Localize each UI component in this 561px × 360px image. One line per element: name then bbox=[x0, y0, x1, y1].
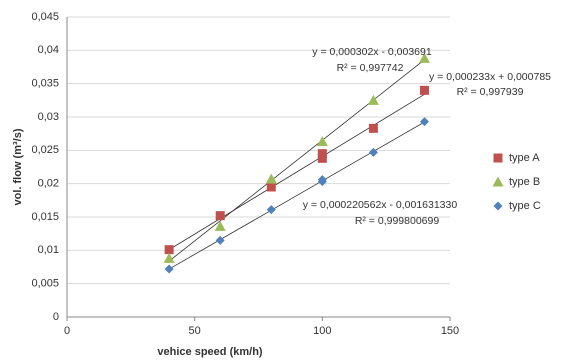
y-axis-title: vol. flow (m³/s) bbox=[12, 128, 24, 205]
trendline-r2: R² = 0,997742 bbox=[337, 62, 404, 74]
y-tick-label: 0,045 bbox=[31, 11, 59, 23]
y-tick-label: 0,015 bbox=[31, 211, 59, 223]
legend-marker bbox=[492, 176, 504, 187]
data-point bbox=[215, 235, 225, 245]
trendline-equation: y = 0,000302x - 0,003691 bbox=[312, 46, 432, 58]
data-point bbox=[368, 123, 378, 133]
trendline bbox=[168, 121, 425, 270]
x-tick-label: 150 bbox=[441, 325, 459, 337]
legend-label: type A bbox=[509, 152, 540, 164]
y-tick-label: 0,04 bbox=[38, 44, 59, 56]
data-point bbox=[215, 211, 225, 221]
data-point bbox=[418, 52, 430, 63]
trendline bbox=[168, 93, 425, 250]
data-point bbox=[368, 147, 378, 157]
y-tick-label: 0,02 bbox=[38, 178, 59, 190]
x-tick-label: 50 bbox=[189, 325, 201, 337]
data-point bbox=[266, 205, 276, 215]
legend-marker bbox=[493, 153, 503, 163]
legend-label: type C bbox=[509, 200, 541, 212]
y-tick-label: 0,005 bbox=[31, 278, 59, 290]
trendline-equation: y = 0,000233x + 0,000785 bbox=[429, 71, 551, 83]
y-tick-label: 0,03 bbox=[38, 111, 59, 123]
data-point bbox=[317, 149, 327, 159]
y-tick-label: 0,025 bbox=[31, 144, 59, 156]
data-point bbox=[163, 252, 175, 263]
data-point bbox=[265, 173, 277, 184]
y-tick-label: 0,035 bbox=[31, 78, 59, 90]
legend-label: type B bbox=[509, 176, 540, 188]
data-point bbox=[316, 136, 328, 147]
trendline-equation: y = 0,000220562x - 0,001631330 bbox=[303, 199, 458, 211]
data-point bbox=[214, 220, 226, 231]
legend-marker bbox=[493, 201, 503, 211]
trendline bbox=[168, 59, 425, 262]
x-tick-label: 100 bbox=[313, 325, 331, 337]
data-point bbox=[266, 182, 276, 192]
y-tick-label: 0 bbox=[53, 311, 59, 323]
data-point bbox=[317, 175, 327, 185]
y-tick-label: 0,01 bbox=[38, 244, 59, 256]
data-point bbox=[367, 94, 379, 105]
data-point bbox=[164, 264, 174, 274]
data-point bbox=[164, 245, 174, 255]
trendline-r2: R² = 0,999800699 bbox=[355, 215, 440, 227]
trendline-r2: R² = 0,997939 bbox=[457, 86, 524, 98]
x-axis-title: vehice speed (km/h) bbox=[157, 346, 262, 358]
data-point bbox=[419, 117, 429, 127]
data-point bbox=[317, 153, 327, 163]
x-tick-label: 0 bbox=[64, 325, 70, 337]
data-point bbox=[419, 85, 429, 95]
